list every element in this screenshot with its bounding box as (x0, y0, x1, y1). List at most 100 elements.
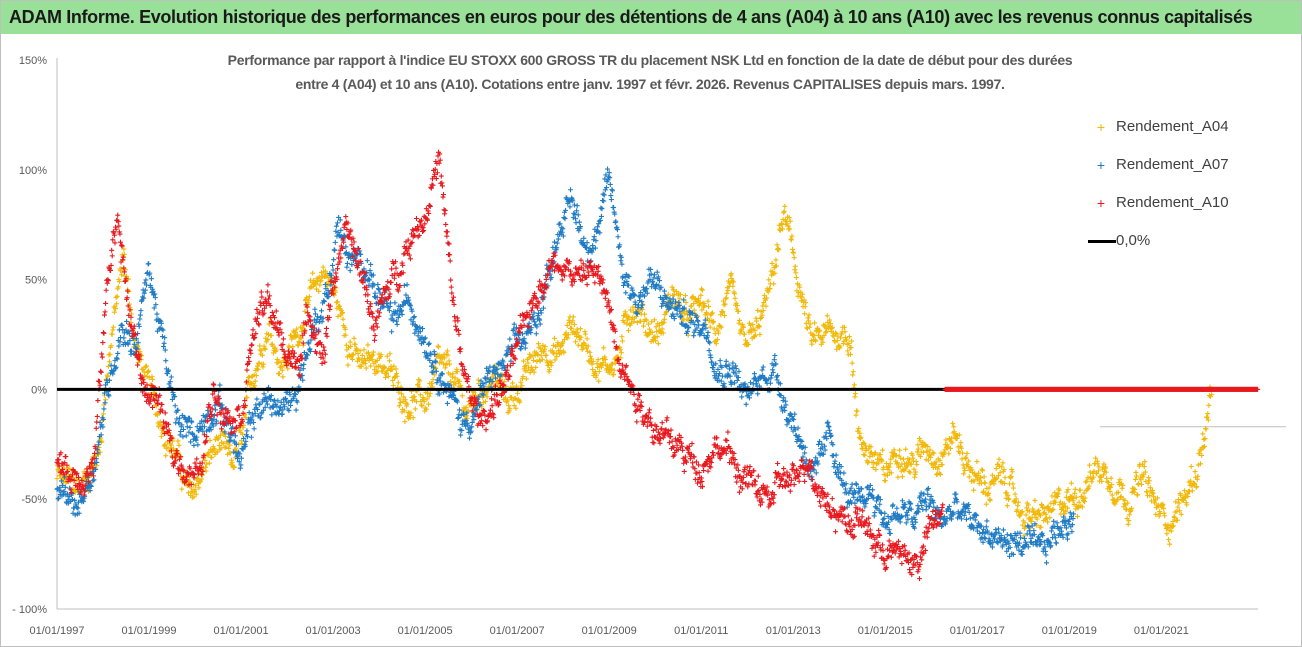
data-point (793, 275, 799, 281)
data-point (436, 344, 442, 350)
data-point (1204, 415, 1210, 421)
x-tick-label: 01/01/2019 (1042, 625, 1097, 637)
data-point (953, 491, 959, 497)
data-point (1146, 475, 1152, 481)
data-point (411, 393, 417, 399)
data-point (240, 431, 246, 437)
data-point (1161, 510, 1167, 516)
data-point (618, 350, 624, 356)
x-tick-label: 01/01/2005 (398, 625, 453, 637)
data-point (184, 424, 190, 430)
data-point (212, 407, 218, 413)
data-point (457, 349, 463, 355)
data-point (298, 335, 304, 341)
data-point (833, 452, 839, 458)
data-point (518, 346, 524, 352)
data-point (240, 425, 246, 431)
data-point (611, 339, 617, 345)
data-point (505, 397, 511, 403)
data-point (196, 485, 202, 491)
data-point (80, 475, 86, 481)
data-point (306, 294, 312, 300)
data-point (820, 339, 826, 345)
data-point (167, 379, 173, 385)
data-point (974, 459, 980, 465)
data-point (593, 372, 599, 378)
data-point (366, 358, 372, 364)
data-point (581, 235, 587, 241)
data-point (833, 330, 839, 336)
data-point (446, 241, 452, 247)
data-point (191, 442, 197, 448)
data-point (537, 321, 543, 327)
data-point (609, 187, 615, 193)
data-point (711, 319, 717, 325)
data-point (753, 315, 759, 321)
data-point (1189, 488, 1195, 494)
data-point (239, 441, 245, 447)
data-point (129, 311, 135, 317)
data-point (803, 300, 809, 306)
data-point (741, 331, 747, 337)
data-point (618, 258, 624, 264)
data-point (429, 381, 435, 387)
data-point (623, 290, 629, 296)
data-point (1019, 551, 1025, 557)
data-point (640, 301, 646, 307)
data-point (340, 316, 346, 322)
data-point (790, 249, 796, 255)
data-point (557, 348, 563, 354)
data-point (857, 430, 863, 436)
data-point (817, 327, 823, 333)
data-point (923, 507, 929, 513)
series-rendement-a10 (54, 149, 946, 582)
data-point (887, 461, 893, 467)
data-point (1065, 487, 1071, 493)
data-point (713, 341, 719, 347)
data-point (365, 342, 371, 348)
y-tick-label: -50% (21, 494, 47, 506)
data-point (253, 373, 259, 379)
data-point (772, 352, 778, 358)
data-point (760, 364, 766, 370)
data-point (231, 464, 237, 470)
data-point (1036, 534, 1042, 540)
data-point (458, 432, 464, 438)
data-point (109, 253, 115, 259)
data-point (562, 264, 568, 270)
data-point (708, 355, 714, 361)
data-point (659, 326, 665, 332)
data-point (585, 343, 591, 349)
data-point (958, 440, 964, 446)
data-point (418, 402, 424, 408)
data-point (154, 412, 160, 418)
data-point (375, 281, 381, 287)
data-point (393, 366, 399, 372)
data-point (94, 413, 100, 419)
data-point (517, 399, 523, 405)
data-point (894, 505, 900, 511)
data-point (791, 424, 797, 430)
data-point (135, 362, 141, 368)
data-point (187, 425, 193, 431)
data-point (206, 450, 212, 456)
data-point (248, 434, 254, 440)
data-point (577, 337, 583, 343)
data-point (446, 358, 452, 364)
data-point (246, 355, 252, 361)
data-point (116, 279, 122, 285)
data-point (222, 433, 228, 439)
data-point (858, 434, 864, 440)
data-point (91, 477, 97, 483)
data-point (288, 360, 294, 366)
data-point (365, 350, 371, 356)
data-point (659, 303, 665, 309)
data-point (1048, 528, 1054, 534)
data-point (277, 371, 283, 377)
data-point (175, 438, 181, 444)
data-point (796, 282, 802, 288)
data-point (292, 364, 298, 370)
data-point (257, 347, 263, 353)
data-point (525, 360, 531, 366)
data-point (251, 426, 257, 432)
